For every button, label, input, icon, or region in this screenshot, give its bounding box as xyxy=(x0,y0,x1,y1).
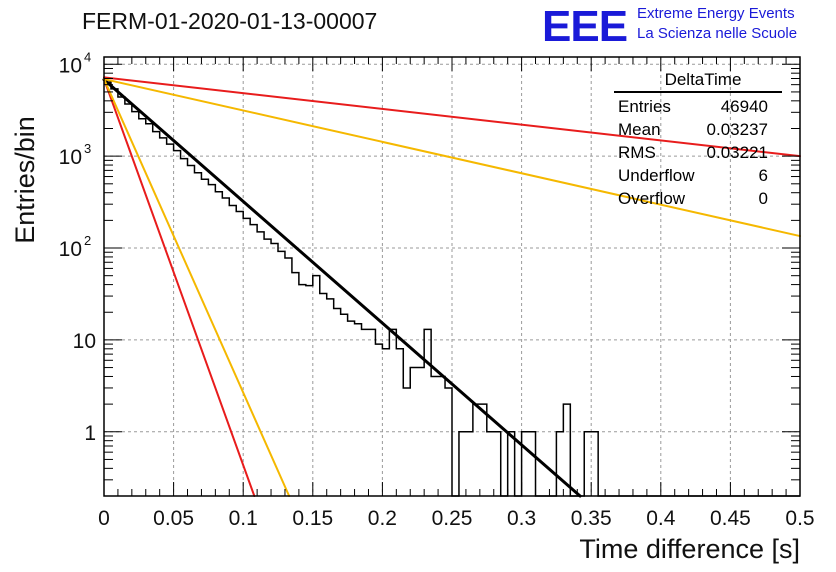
stats-row-overflow: Overflow 0 xyxy=(614,187,782,210)
stats-value: 6 xyxy=(758,166,768,185)
fit-line-1 xyxy=(102,78,582,498)
x-tick-label: 0.2 xyxy=(368,507,397,530)
stats-value: 0 xyxy=(758,189,768,208)
stats-box-title: DeltaTime xyxy=(614,70,782,93)
y-tick-label-exponent: 3 xyxy=(84,141,91,156)
stats-row-entries: Entries 46940 xyxy=(614,95,782,118)
stats-value: 0.03237 xyxy=(706,120,768,139)
stats-label: Entries xyxy=(618,97,671,116)
y-tick-label: 1 xyxy=(84,422,96,445)
x-tick-label: 0 xyxy=(98,507,110,530)
fit-lines-group xyxy=(102,76,801,498)
x-tick-label: 0.25 xyxy=(432,507,473,530)
x-tick-label: 0.1 xyxy=(229,507,258,530)
logo-line-1: Extreme Energy Events xyxy=(637,5,795,22)
axes-group: 0 0.05 0.1 0.15 0.2 0.25 0.3 0.35 0.4 0.45 0.5 1 10 1… xyxy=(59,49,815,530)
stats-row-mean: Mean 0.03237 xyxy=(614,118,782,141)
fit-line-3 xyxy=(103,78,801,238)
x-axis-label: Time difference [s] xyxy=(579,534,800,564)
eee-logo: EEE xyxy=(542,2,628,51)
stats-value: 0.03221 xyxy=(706,143,768,162)
stats-label: RMS xyxy=(618,143,656,162)
fit-line-4 xyxy=(103,78,256,497)
plot-title: FERM-01-2020-01-13-00007 xyxy=(82,8,378,34)
y-tick-label-exponent: 4 xyxy=(84,49,91,64)
stats-box: DeltaTime Entries 46940 Mean 0.03237 RMS… xyxy=(614,70,782,210)
y-tick-label: 10 xyxy=(59,146,82,169)
x-tick-label: 0.05 xyxy=(153,507,194,530)
stats-label: Underflow xyxy=(618,166,695,185)
x-tick-label: 0.45 xyxy=(710,507,751,530)
stats-label: Overflow xyxy=(618,189,686,208)
stats-row-rms: RMS 0.03221 xyxy=(614,141,782,164)
logo-line-2: La Scienza nelle Scuole xyxy=(637,25,798,42)
x-tick-label: 0.35 xyxy=(571,507,612,530)
x-tick-label: 0.15 xyxy=(292,507,333,530)
x-tick-label: 0.5 xyxy=(785,507,814,530)
y-tick-label: 10 xyxy=(59,238,82,261)
y-axis-label: Entries/bin xyxy=(10,116,40,244)
y-tick-label: 10 xyxy=(73,330,96,353)
fit-line-2 xyxy=(103,76,801,158)
stats-label: Mean xyxy=(618,120,661,139)
stats-value: 46940 xyxy=(720,97,768,116)
y-tick-label-exponent: 2 xyxy=(84,233,91,248)
x-tick-label: 0.4 xyxy=(646,507,676,530)
y-tick-label: 10 xyxy=(59,54,82,77)
x-tick-label: 0.3 xyxy=(507,507,536,530)
stats-row-underflow: Underflow 6 xyxy=(614,164,782,187)
fit-line-5 xyxy=(103,78,291,497)
